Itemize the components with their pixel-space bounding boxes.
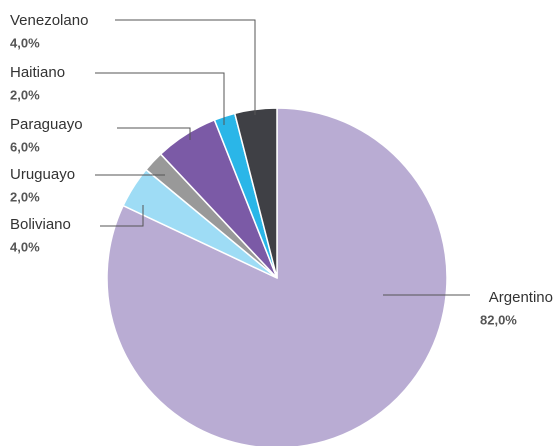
leader-line [115, 19, 256, 115]
slice-value-label: 82,0% [480, 312, 517, 327]
slice-value-label: 6,0% [10, 139, 40, 154]
slice-label: Venezolano [10, 12, 88, 29]
slice-value-label: 4,0% [10, 35, 40, 50]
slice-label: Paraguayo [10, 116, 83, 133]
slice-value-label: 4,0% [10, 239, 40, 254]
slice-label: Boliviano [10, 216, 71, 233]
leader-line [100, 205, 144, 227]
slice-label: Argentino [489, 289, 553, 306]
leader-line [117, 127, 191, 140]
slice-value-label: 2,0% [10, 189, 40, 204]
slice-value-label: 2,0% [10, 87, 40, 102]
slice-label: Haitiano [10, 64, 65, 81]
leader-line [95, 72, 225, 125]
slice-label: Uruguayo [10, 166, 75, 183]
pie-slice [233, 107, 278, 279]
pie-slice [106, 107, 448, 446]
